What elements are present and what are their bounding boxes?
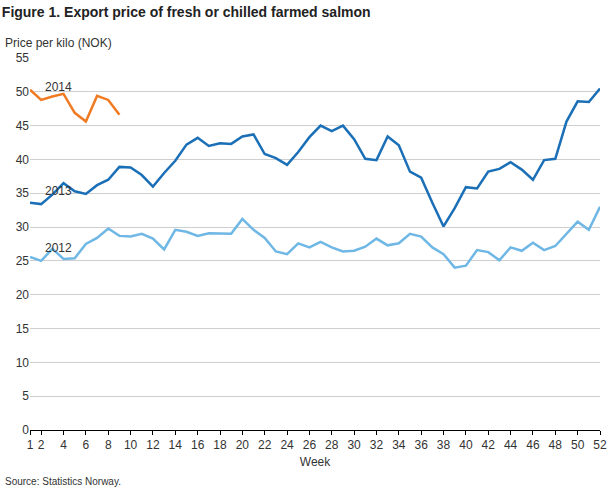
svg-text:22: 22 [258, 438, 272, 452]
svg-text:12: 12 [146, 438, 160, 452]
svg-text:15: 15 [16, 322, 30, 336]
svg-text:52: 52 [593, 438, 607, 452]
svg-text:24: 24 [280, 438, 294, 452]
svg-text:2012: 2012 [45, 241, 72, 255]
svg-text:10: 10 [124, 438, 138, 452]
svg-text:42: 42 [482, 438, 496, 452]
svg-text:55: 55 [16, 51, 30, 65]
svg-text:1: 1 [27, 438, 34, 452]
svg-text:Week: Week [300, 455, 331, 469]
svg-text:46: 46 [526, 438, 540, 452]
svg-text:38: 38 [437, 438, 451, 452]
svg-text:14: 14 [169, 438, 183, 452]
svg-text:34: 34 [392, 438, 406, 452]
svg-text:32: 32 [370, 438, 384, 452]
svg-text:28: 28 [325, 438, 339, 452]
svg-text:2: 2 [38, 438, 45, 452]
svg-text:30: 30 [347, 438, 361, 452]
svg-text:20: 20 [16, 288, 30, 302]
svg-text:Source: Statistics Norway.: Source: Statistics Norway. [5, 476, 121, 487]
svg-text:5: 5 [22, 389, 29, 403]
svg-text:45: 45 [16, 119, 30, 133]
svg-text:16: 16 [191, 438, 205, 452]
svg-text:10: 10 [16, 356, 30, 370]
svg-text:44: 44 [504, 438, 518, 452]
svg-text:18: 18 [213, 438, 227, 452]
svg-text:Figure 1. Export price of fres: Figure 1. Export price of fresh or chill… [2, 4, 371, 20]
svg-text:25: 25 [16, 254, 30, 268]
svg-text:26: 26 [303, 438, 317, 452]
svg-text:8: 8 [105, 438, 112, 452]
svg-text:36: 36 [415, 438, 429, 452]
svg-text:48: 48 [549, 438, 563, 452]
svg-text:35: 35 [16, 186, 30, 200]
svg-text:50: 50 [16, 85, 30, 99]
svg-text:4: 4 [60, 438, 67, 452]
svg-text:2013: 2013 [45, 184, 72, 198]
svg-text:20: 20 [236, 438, 250, 452]
svg-text:2014: 2014 [45, 80, 72, 94]
svg-text:40: 40 [16, 153, 30, 167]
svg-text:40: 40 [459, 438, 473, 452]
svg-text:50: 50 [571, 438, 585, 452]
svg-text:6: 6 [83, 438, 90, 452]
svg-text:Price per kilo (NOK): Price per kilo (NOK) [5, 36, 112, 50]
svg-text:0: 0 [22, 423, 29, 437]
svg-text:30: 30 [16, 220, 30, 234]
